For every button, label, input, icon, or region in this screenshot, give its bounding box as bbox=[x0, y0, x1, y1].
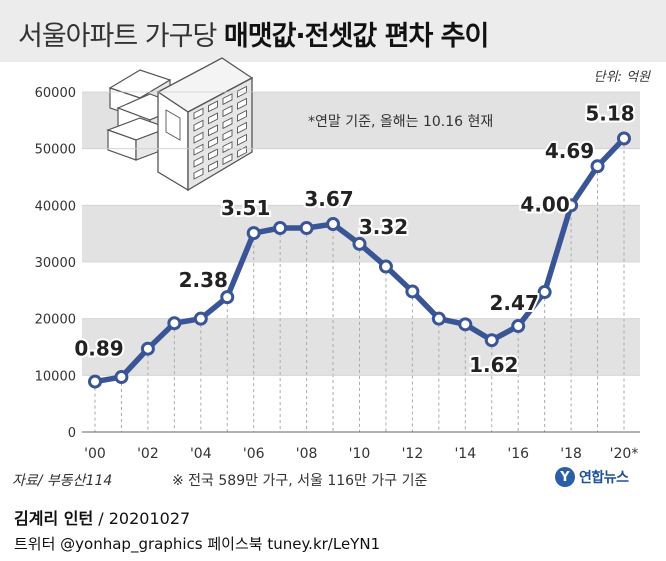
title-light: 서울아파트 가구당 bbox=[18, 21, 217, 52]
building-window bbox=[208, 112, 218, 125]
x-tick-label: '00 bbox=[84, 446, 106, 462]
title-bar bbox=[0, 0, 666, 62]
data-label: 1.62 bbox=[469, 353, 518, 377]
data-point bbox=[484, 333, 499, 348]
logo-text: 연합뉴스 bbox=[579, 470, 629, 486]
data-point bbox=[537, 285, 552, 300]
building-window bbox=[237, 109, 247, 122]
data-point bbox=[167, 316, 182, 331]
data-point bbox=[246, 226, 261, 241]
building-window bbox=[193, 131, 204, 144]
y-tick-label: 40000 bbox=[35, 199, 76, 214]
data-point bbox=[352, 236, 367, 251]
building-window bbox=[208, 124, 218, 137]
building-window bbox=[237, 97, 247, 110]
data-point bbox=[326, 217, 341, 232]
building-window bbox=[193, 143, 204, 156]
building-window bbox=[165, 109, 181, 141]
building-window bbox=[237, 133, 247, 146]
byline: 김계리 인턴 / 20201027 bbox=[14, 505, 190, 529]
y-tick-label: 50000 bbox=[35, 143, 76, 158]
data-point bbox=[405, 284, 420, 299]
data-label: 2.38 bbox=[179, 268, 228, 292]
byline-name: 김계리 인턴 bbox=[14, 509, 94, 528]
y-tick-label: 0 bbox=[68, 426, 76, 441]
apartment-building-icon bbox=[106, 57, 254, 192]
building-window bbox=[237, 145, 247, 158]
data-point bbox=[458, 317, 473, 332]
x-tick-label: '12 bbox=[402, 446, 424, 462]
grid-band bbox=[82, 318, 640, 376]
data-label: 3.32 bbox=[359, 215, 408, 239]
building-window bbox=[208, 148, 218, 161]
x-tick-label: '16 bbox=[507, 446, 529, 462]
yonhap-logo-icon: Y bbox=[555, 467, 575, 487]
data-label: 3.67 bbox=[304, 187, 353, 211]
data-point bbox=[511, 319, 526, 334]
building-window bbox=[222, 129, 233, 142]
building-window bbox=[237, 121, 247, 134]
data-point bbox=[590, 159, 605, 174]
building-window bbox=[208, 136, 218, 149]
byline-date: / 20201027 bbox=[93, 509, 191, 528]
source-label: 자료/ 부동산114 bbox=[12, 473, 113, 489]
data-point bbox=[378, 259, 393, 274]
data-point bbox=[273, 221, 288, 235]
data-label: 2.47 bbox=[490, 291, 539, 315]
grid-band bbox=[82, 205, 640, 262]
x-tick-label: '06 bbox=[243, 446, 265, 462]
x-tick-label: '02 bbox=[137, 446, 159, 462]
building-window bbox=[208, 100, 218, 113]
x-tick-label: '10 bbox=[349, 446, 371, 462]
x-tick-label: '18 bbox=[560, 446, 582, 462]
building-window bbox=[193, 155, 204, 168]
y-tick-label: 20000 bbox=[35, 313, 76, 328]
building-window bbox=[222, 141, 233, 154]
data-label: 5.18 bbox=[585, 101, 634, 125]
building-window bbox=[193, 119, 204, 132]
x-tick-label: '20* bbox=[610, 446, 639, 462]
x-tick-label: '04 bbox=[190, 446, 212, 462]
x-tick-label: '08 bbox=[296, 446, 318, 462]
data-label: 3.51 bbox=[221, 196, 270, 220]
data-point bbox=[88, 374, 102, 389]
building-window bbox=[222, 93, 233, 106]
building-window bbox=[193, 107, 204, 120]
data-point bbox=[564, 198, 579, 213]
building-window bbox=[193, 167, 204, 180]
title-bold: 매맷값·전셋값 편차 추이 bbox=[223, 21, 489, 52]
building-window bbox=[222, 153, 233, 166]
chart-title: 서울아파트 가구당 매맷값·전셋값 편차 추이 bbox=[18, 14, 489, 53]
building-window bbox=[208, 160, 218, 173]
y-tick-label: 60000 bbox=[35, 86, 76, 101]
unit-label: 단위: 억원 bbox=[593, 70, 650, 85]
data-label: 4.69 bbox=[545, 139, 594, 163]
data-label: 4.00 bbox=[520, 192, 569, 216]
y-tick-label: 10000 bbox=[35, 369, 76, 384]
data-point bbox=[193, 311, 208, 326]
data-label: 0.89 bbox=[74, 337, 123, 361]
data-point bbox=[114, 370, 129, 385]
yonhap-logo: Y 연합뉴스 bbox=[555, 467, 629, 487]
data-point bbox=[299, 221, 314, 235]
x-tick-label: '14 bbox=[454, 446, 476, 462]
y-tick-label: 30000 bbox=[35, 256, 76, 271]
data-point bbox=[140, 341, 155, 356]
building-window bbox=[222, 117, 233, 130]
footnote: ※ 전국 589만 가구, 서울 116만 가구 기준 bbox=[172, 473, 428, 489]
building-window bbox=[222, 105, 233, 118]
annotation: *연말 기준, 올해는 10.16 현재 bbox=[308, 114, 493, 130]
data-point bbox=[431, 311, 446, 326]
data-point bbox=[617, 131, 631, 146]
data-point bbox=[220, 290, 235, 305]
social-links: 트위터 @yonhap_graphics 페이스북 tuney.kr/LeYN1 bbox=[14, 535, 381, 553]
